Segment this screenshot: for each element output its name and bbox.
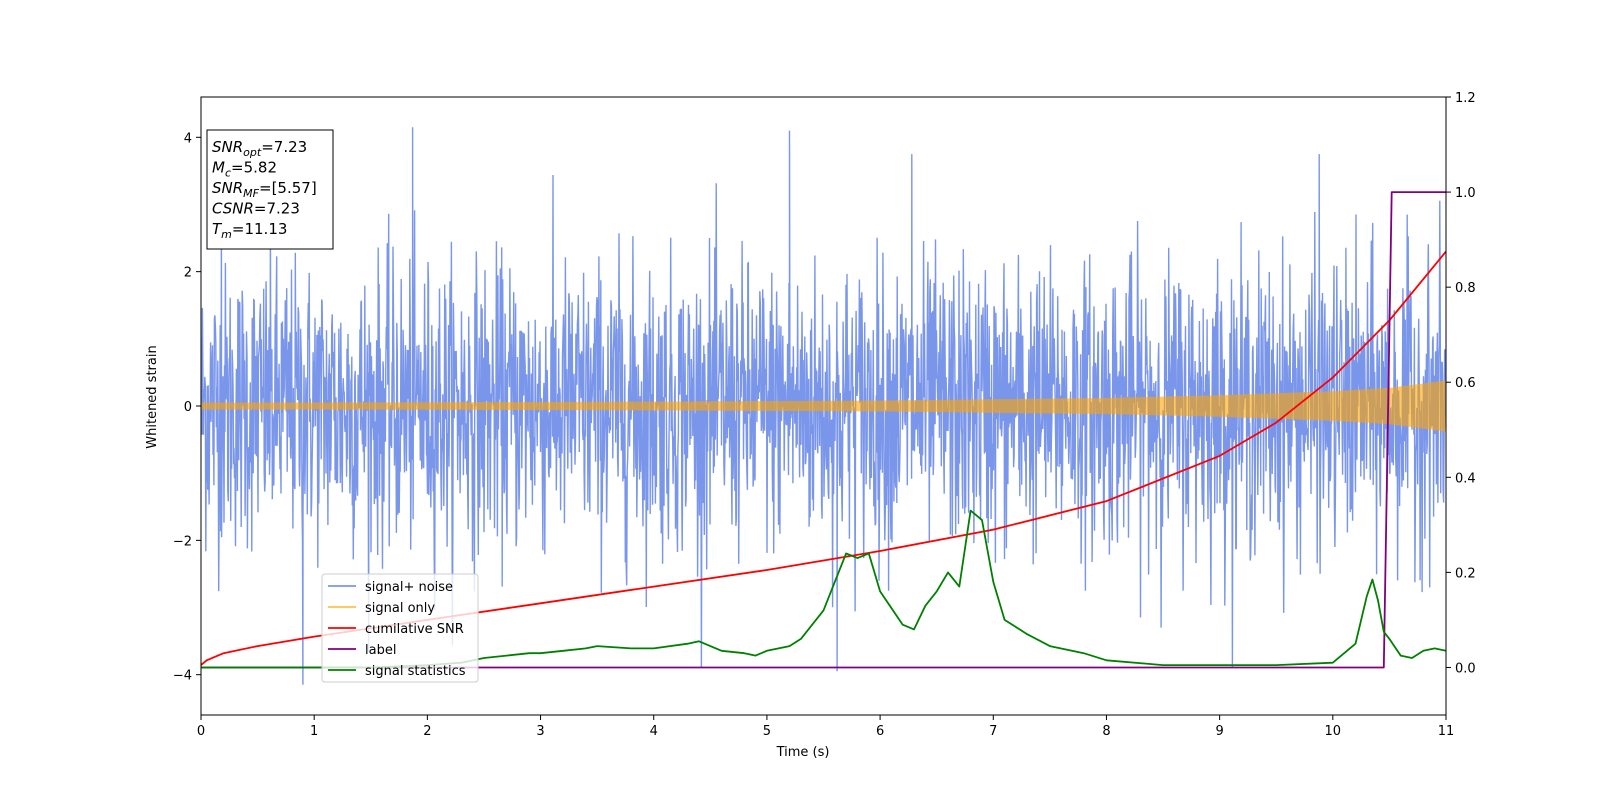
annotation-box (206, 129, 334, 250)
x-tick-label: 0 (197, 724, 205, 739)
series-cumilative-snr (201, 250, 1446, 666)
legend-box (321, 573, 479, 683)
x-tick-label: 7 (989, 724, 997, 739)
x-tick-label: 11 (1438, 724, 1455, 739)
x-tick-label: 10 (1325, 724, 1342, 739)
x-tick-label: 5 (763, 724, 771, 739)
y-left-tick-label: −2 (173, 534, 192, 549)
legend-label: signal statistics (365, 664, 466, 679)
x-tick-label: 6 (876, 724, 884, 739)
y-right-tick-label: 1.2 (1455, 91, 1476, 106)
y-right-tick-label: 0.6 (1455, 376, 1476, 391)
y-axis-label: Whitened strain (145, 345, 160, 448)
plot-area (201, 127, 1446, 685)
legend-label: cumilative SNR (365, 622, 464, 637)
x-tick-label: 9 (1215, 724, 1223, 739)
legend: signal+ noise signal only cumilative SNR la… (321, 573, 479, 683)
annotation-line: CSNR=7.23 (212, 200, 300, 218)
series-signal-noise (201, 127, 1446, 685)
y-right-tick-label: 1.0 (1455, 186, 1476, 201)
x-axis-label: Time (s) (776, 745, 830, 760)
y-left-tick-label: 0 (184, 400, 192, 415)
y-right-tick-label: 0.8 (1455, 281, 1476, 296)
annotation-line: SNRopt=7.23 (212, 138, 307, 159)
y-right-tick-label: 0.4 (1455, 471, 1476, 486)
legend-label: signal only (365, 601, 435, 616)
annotation-line: SNRMF=[5.57] (212, 179, 317, 200)
series-group (201, 127, 1446, 685)
y-left-tick-label: −4 (173, 669, 192, 684)
series-signal-only (201, 380, 1446, 432)
axes: 0 1 2 3 4 5 6 7 8 9 10 11 −4 −2 0 2 4 0.0 0.2 0.4 0.6 0.8 1.0 1… (173, 91, 1476, 739)
y-right-tick-label: 0.0 (1455, 661, 1476, 676)
x-tick-label: 1 (310, 724, 318, 739)
legend-label: label (365, 643, 396, 658)
y-right-tick-label: 0.2 (1455, 566, 1476, 581)
x-tick-label: 8 (1102, 724, 1110, 739)
x-tick-label: 4 (650, 724, 658, 739)
annotation-line: Tm=11.13 (212, 220, 287, 241)
series-signal-statistics (201, 509, 1446, 669)
legend-label: signal+ noise (365, 580, 453, 595)
series-label (201, 191, 1446, 669)
x-tick-label: 2 (423, 724, 431, 739)
y-left-tick-label: 2 (184, 266, 192, 281)
y-left-tick-label: 4 (184, 131, 192, 146)
x-tick-label: 3 (536, 724, 544, 739)
annotation-line: Mc=5.82 (212, 159, 277, 180)
